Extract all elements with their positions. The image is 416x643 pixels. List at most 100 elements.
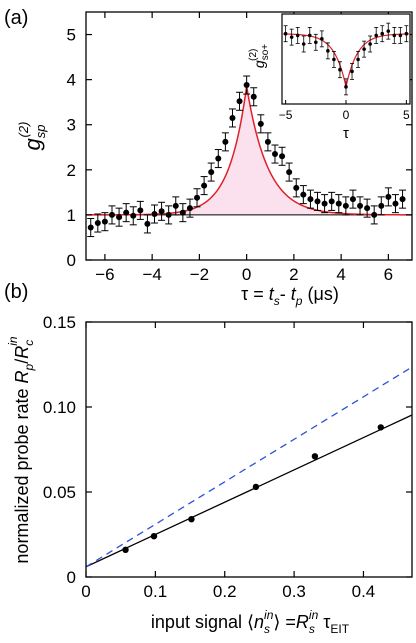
inset-data-point: [392, 27, 397, 44]
inset-data-point: [386, 22, 391, 40]
a-point-marker: [165, 211, 172, 218]
inset-point-marker: [404, 31, 409, 36]
a-point-marker: [307, 196, 314, 203]
a-ytick-label: 3: [67, 116, 76, 135]
a-xtick-label: −2: [190, 265, 209, 284]
a-data-point: [94, 213, 102, 233]
a-point-marker: [279, 153, 286, 160]
a-point-marker: [194, 194, 201, 201]
a-data-point: [193, 188, 201, 208]
a-point-marker: [399, 196, 406, 203]
a-points-layer: [87, 75, 407, 238]
b-lines-layer: [85, 366, 413, 568]
inset-point-marker: [386, 29, 391, 33]
inset-data-point: [289, 28, 294, 46]
a-data-point: [377, 196, 385, 216]
b-ytick-label: 0: [67, 568, 76, 587]
a-data-point: [264, 132, 272, 152]
inset-xtick-label: 0: [343, 108, 350, 122]
a-point-marker: [357, 202, 364, 209]
a-data-point: [278, 146, 286, 166]
inset-xtick-label: 5: [403, 108, 410, 122]
a-data-point: [179, 203, 187, 223]
inset-data-point: [368, 35, 373, 53]
a-xlabel: τ = ts- tp (μs): [241, 284, 339, 308]
a-point-marker: [371, 211, 378, 218]
panel-a-label: (a): [4, 7, 28, 29]
a-data-point: [306, 189, 314, 209]
inset-point-marker: [362, 47, 366, 51]
b-data-point: [252, 483, 260, 491]
a-point-marker: [364, 205, 371, 212]
a-ytick-label: 0: [67, 251, 76, 270]
b-xtick-label: 0.1: [144, 582, 168, 601]
b-ytick-label: 0.15: [43, 313, 76, 332]
a-point-marker: [208, 169, 215, 176]
b-xtick-label: 0: [81, 582, 90, 601]
b-fit-line: [85, 414, 413, 568]
inset-data-point: [404, 25, 409, 43]
inset-data-point: [331, 51, 336, 68]
inset-point-marker: [314, 40, 318, 45]
b-ylabel: normalized probe rate Rp/Rcin: [6, 336, 36, 563]
inset-point-marker: [301, 42, 306, 46]
inset-point-marker: [307, 33, 312, 38]
a-data-point: [342, 196, 350, 216]
a-xtick-label: 2: [289, 265, 298, 284]
inset-data-point: [337, 61, 342, 79]
inset-data-point: [344, 78, 348, 96]
a-data-point: [200, 176, 208, 196]
inset-point-marker: [326, 49, 330, 53]
a-fill-layer: [86, 86, 412, 215]
inset-data-point: [301, 35, 306, 53]
a-data-point: [321, 194, 329, 214]
inset-point-marker: [368, 42, 372, 46]
a-point-marker: [229, 114, 236, 121]
a-point-marker: [378, 202, 385, 209]
a-data-point: [285, 162, 293, 182]
a-fill-area: [86, 86, 412, 215]
a-point-marker: [250, 93, 257, 100]
a-data-point: [129, 206, 137, 226]
a-xtick-label: 4: [336, 265, 345, 284]
a-data-point: [314, 191, 322, 211]
a-point-marker: [215, 155, 222, 162]
a-point-marker: [116, 214, 123, 221]
b-xtick-label: 0.2: [213, 582, 237, 601]
inset-data-point: [362, 40, 367, 58]
a-point-marker: [236, 98, 243, 105]
inset-point-marker: [320, 37, 324, 41]
inset-point-marker: [344, 85, 348, 89]
a-data-point: [356, 196, 364, 216]
inset-data-point: [380, 25, 385, 43]
a-data-point: [370, 205, 378, 225]
a-point-marker: [130, 212, 137, 219]
a-ytick-label: 2: [67, 161, 76, 180]
inset-point-marker: [332, 57, 336, 62]
inset-layer: −5 0 5: [279, 22, 410, 122]
inset-point-marker: [398, 33, 403, 38]
a-ytick-label: 4: [67, 71, 76, 90]
a-point-marker: [87, 224, 94, 231]
a-ytick-label: 5: [67, 26, 76, 45]
a-xtick-label: −4: [142, 265, 161, 284]
a-point-marker: [286, 169, 293, 176]
b-data-point: [377, 424, 384, 431]
inset-data-point: [398, 27, 403, 44]
a-data-point: [115, 207, 123, 227]
a-point-marker: [101, 218, 108, 225]
a-data-point: [158, 201, 166, 221]
a-data-point: [214, 149, 222, 169]
a-ytick-label: 1: [67, 206, 76, 225]
a-data-point: [271, 144, 279, 164]
b-data-point: [311, 453, 319, 460]
panel-b: (b) 0 0.1 0.2 0.3 0.4 0 0.05 0.10 0.15 normalize…: [4, 281, 413, 636]
a-ylabel: gsp(2): [16, 122, 48, 151]
a-point-marker: [293, 184, 300, 191]
a-data-point: [391, 194, 399, 214]
inset-data-point: [319, 30, 324, 48]
a-xtick-label: 0: [242, 265, 251, 284]
inset-point-marker: [374, 33, 378, 38]
inset-point-marker: [295, 33, 300, 38]
a-data-point: [299, 185, 307, 205]
